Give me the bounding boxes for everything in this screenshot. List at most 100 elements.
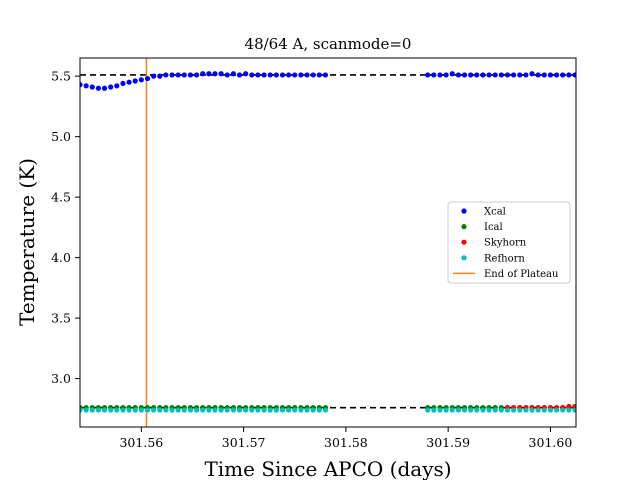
xcal-point — [267, 72, 273, 78]
xcal-point — [425, 72, 431, 78]
refhorn-point — [322, 407, 329, 413]
xcal-point — [80, 82, 83, 88]
refhorn-point — [255, 407, 261, 413]
xcal-point — [200, 71, 206, 77]
y-axis: 3.0 3.5 4.0 4.5 5.0 5.5 — [51, 69, 80, 386]
refhorn-point — [120, 407, 126, 413]
refhorn-point — [95, 407, 102, 413]
refhorn-point — [517, 407, 523, 413]
refhorn-point — [535, 407, 541, 413]
y-tick-label: 4.5 — [51, 190, 71, 205]
legend-marker-xcal — [461, 208, 467, 214]
refhorn-point — [230, 407, 237, 413]
xcal-point — [553, 72, 560, 78]
refhorn-point — [206, 407, 212, 413]
legend-label-skyhorn: Skyhorn — [484, 238, 527, 249]
refhorn-point — [474, 407, 480, 413]
legend-label-xcal: Xcal — [484, 207, 506, 218]
refhorn-point — [151, 407, 157, 413]
xcal-point — [286, 72, 292, 78]
refhorn-point — [455, 407, 461, 413]
y-tick-label: 3.5 — [51, 311, 71, 326]
xcal-point — [541, 72, 547, 78]
refhorn-point — [108, 407, 114, 413]
y-tick-label: 3.0 — [51, 371, 71, 386]
refhorn-point — [572, 407, 576, 413]
refhorn-point — [547, 407, 554, 413]
refhorn-point — [181, 407, 187, 413]
refhorn-point — [80, 407, 83, 413]
refhorn-point — [431, 407, 437, 413]
refhorn-point — [200, 407, 206, 413]
series-xcal — [80, 71, 576, 91]
xcal-point — [529, 71, 535, 77]
xcal-point — [236, 72, 243, 78]
legend-label-refhorn: Refhorn — [484, 253, 525, 264]
xcal-point — [468, 72, 474, 78]
refhorn-point — [187, 407, 194, 413]
xcal-point — [163, 72, 169, 78]
xcal-point — [535, 72, 541, 78]
refhorn-point — [157, 407, 163, 413]
xcal-point — [187, 72, 194, 78]
x-axis: 301.56 301.57 301.58 301.59 301.60 — [119, 427, 572, 450]
refhorn-point — [316, 407, 322, 413]
skyhorn-point — [566, 403, 572, 410]
xcal-point — [157, 73, 163, 79]
refhorn-point — [498, 407, 504, 413]
xcal-point — [108, 84, 114, 90]
xcal-point — [474, 72, 480, 78]
refhorn-point — [89, 407, 95, 413]
refhorn-point — [101, 407, 108, 413]
refhorn-point — [236, 407, 243, 413]
chart-title: 48/64 A, scanmode=0 — [245, 35, 412, 53]
refhorn-point — [169, 407, 175, 413]
refhorn-point — [298, 407, 304, 413]
refhorn-point — [560, 407, 566, 413]
xcal-point — [212, 71, 218, 77]
refhorn-point — [292, 407, 298, 413]
xcal-point — [151, 73, 157, 79]
xcal-point — [230, 71, 237, 77]
refhorn-point — [114, 407, 120, 413]
series-refhorn — [80, 407, 576, 413]
xcal-point — [504, 72, 511, 78]
xcal-point — [144, 75, 151, 82]
refhorn-point — [468, 407, 474, 413]
legend-label-ical: Ical — [484, 222, 503, 233]
xcal-point — [120, 80, 126, 87]
xcal-point — [560, 72, 566, 78]
refhorn-point — [541, 407, 547, 413]
refhorn-point — [310, 407, 316, 413]
legend-box — [447, 201, 571, 284]
xcal-point — [316, 72, 322, 78]
legend-marker-ical — [461, 224, 467, 230]
plot-frame — [79, 57, 577, 428]
xcal-point — [304, 72, 310, 78]
refhorn-point — [144, 407, 151, 413]
xcal-point — [517, 72, 523, 78]
xcal-point — [443, 72, 449, 78]
xcal-point — [175, 72, 181, 78]
x-tick-label: 301.57 — [222, 435, 266, 450]
xcal-point — [572, 72, 576, 78]
xcal-point — [547, 72, 554, 78]
refhorn-point — [286, 407, 292, 413]
refhorn-point — [273, 407, 279, 413]
xcal-point — [83, 83, 89, 89]
xcal-point — [193, 72, 200, 78]
xcal-point — [492, 72, 498, 78]
xcal-point — [243, 71, 249, 77]
legend-label-end-of-plateau: End of Plateau — [484, 269, 559, 280]
legend-marker-skyhorn — [461, 239, 467, 245]
plot-content — [80, 58, 576, 427]
xcal-point — [114, 83, 120, 89]
refhorn-point — [480, 407, 486, 413]
refhorn-point — [279, 407, 286, 413]
xcal-point — [431, 72, 437, 78]
y-tick-label: 5.0 — [51, 129, 71, 144]
xcal-point — [279, 72, 286, 78]
xcal-point — [437, 72, 443, 78]
